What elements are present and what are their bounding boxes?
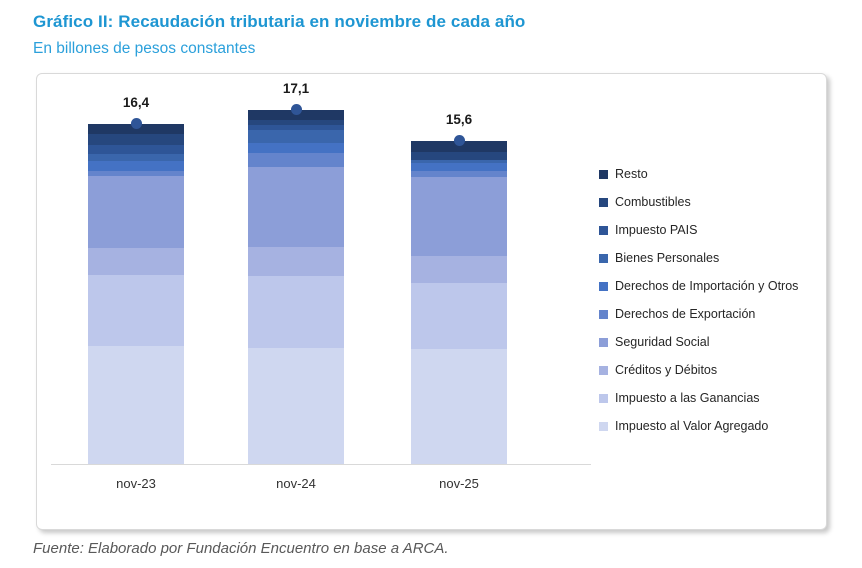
bar-segment [248, 347, 344, 464]
legend-label: Resto [615, 167, 648, 181]
bar-segment [88, 170, 184, 176]
legend-swatch [599, 281, 608, 291]
bar-segment [411, 160, 507, 164]
legend-item: Seguridad Social [599, 328, 798, 356]
plot-area: 16,4 nov-23 17,1 nov-24 15,6 nov-25 [37, 74, 826, 529]
legend-label: Impuesto al Valor Agregado [615, 419, 769, 433]
legend-label: Derechos de Importación y Otros [615, 279, 799, 293]
total-value-label: 16,4 [122, 95, 150, 111]
legend-swatch [599, 169, 608, 179]
bar-segment [411, 282, 507, 349]
stacked-bar-nov-25 [411, 74, 507, 464]
legend-label: Impuesto a las Ganancias [615, 391, 760, 405]
total-marker-dot [290, 103, 302, 115]
stacked-bar-nov-23 [88, 74, 184, 464]
legend-item: Derechos de Importación y Otros [599, 272, 798, 300]
legend-swatch [599, 309, 608, 319]
bar-segment [88, 345, 184, 464]
bar-segment [88, 124, 184, 135]
bar-segment [248, 125, 344, 131]
bar-segment [411, 140, 507, 152]
legend-item: Impuesto PAIS [599, 216, 798, 244]
legend-label: Combustibles [615, 195, 691, 209]
legend-swatch [599, 253, 608, 263]
total-value-label: 15,6 [445, 111, 473, 127]
bar-segment [88, 154, 184, 162]
chart-subtitle: En billones de pesos constantes [33, 40, 256, 57]
bar-segment [411, 348, 507, 464]
bar-segment [248, 142, 344, 154]
legend-item: Derechos de Exportación [599, 300, 798, 328]
bar-segment [411, 152, 507, 161]
legend-swatch [599, 421, 608, 431]
total-marker-dot [453, 134, 465, 146]
chart-legend: Resto Combustibles Impuesto PAIS Bienes Per… [599, 160, 798, 440]
bar-segment [88, 134, 184, 145]
bar-segment [411, 255, 507, 283]
legend-swatch [599, 365, 608, 375]
legend-swatch [599, 393, 608, 403]
bar-segment [88, 175, 184, 249]
legend-label: Bienes Personales [615, 251, 720, 265]
bar-segment [411, 163, 507, 171]
bar-segment [248, 166, 344, 248]
bar-segment [88, 144, 184, 155]
bar-segment [248, 130, 344, 143]
legend-item: Impuesto a las Ganancias [599, 384, 798, 412]
bar-segment [88, 275, 184, 346]
bar-segment [248, 276, 344, 348]
chart-title: Gráfico II: Recaudación tributaria en no… [33, 12, 526, 31]
legend-item: Impuesto al Valor Agregado [599, 412, 798, 440]
source-note: Fuente: Elaborado por Fundación Encuentr… [33, 540, 449, 557]
category-label: nov-25 [439, 476, 479, 491]
legend-swatch [599, 225, 608, 235]
total-marker-dot [130, 118, 142, 130]
legend-label: Derechos de Exportación [615, 307, 756, 321]
bar-segment [248, 109, 344, 120]
bar-segment [248, 119, 344, 126]
legend-item: Combustibles [599, 188, 798, 216]
x-axis-line [51, 464, 591, 465]
legend-label: Seguridad Social [615, 335, 710, 349]
legend-label: Impuesto PAIS [615, 223, 698, 237]
category-label: nov-23 [116, 476, 156, 491]
bar-segment [248, 153, 344, 167]
bar-segment [411, 170, 507, 177]
legend-item: Bienes Personales [599, 244, 798, 272]
bar-segment [411, 176, 507, 256]
legend-swatch [599, 197, 608, 207]
bar-segment [248, 247, 344, 277]
bar-segment [88, 161, 184, 171]
legend-item: Créditos y Débitos [599, 356, 798, 384]
stacked-bar-nov-24 [248, 74, 344, 464]
category-label: nov-24 [276, 476, 316, 491]
chart-panel: 16,4 nov-23 17,1 nov-24 15,6 nov-25 Resto Comb… [36, 73, 827, 530]
legend-swatch [599, 337, 608, 347]
legend-label: Créditos y Débitos [615, 363, 718, 377]
total-value-label: 17,1 [282, 80, 310, 96]
bar-segment [88, 248, 184, 276]
legend-item: Resto [599, 160, 798, 188]
